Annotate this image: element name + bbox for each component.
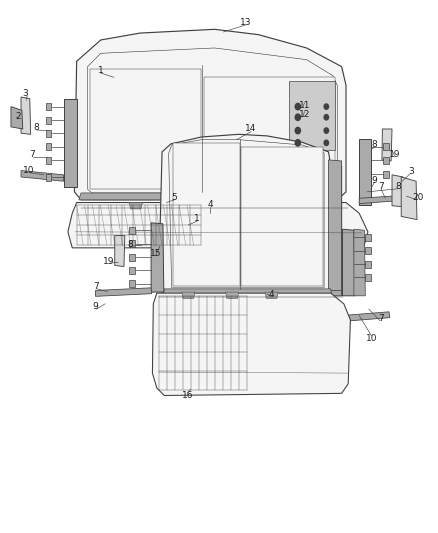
- Polygon shape: [115, 236, 125, 266]
- Polygon shape: [163, 289, 332, 296]
- Polygon shape: [359, 195, 417, 204]
- FancyBboxPatch shape: [129, 240, 135, 247]
- Polygon shape: [79, 193, 339, 200]
- Polygon shape: [359, 139, 371, 205]
- Text: 16: 16: [182, 391, 193, 400]
- Polygon shape: [11, 107, 23, 129]
- Circle shape: [324, 115, 328, 120]
- Text: 8: 8: [396, 182, 402, 191]
- Text: 14: 14: [245, 125, 257, 133]
- Polygon shape: [152, 293, 350, 395]
- Text: 9: 9: [371, 176, 378, 184]
- Text: 7: 7: [93, 282, 99, 291]
- Text: 7: 7: [29, 150, 35, 159]
- Polygon shape: [159, 134, 331, 296]
- FancyBboxPatch shape: [365, 247, 371, 254]
- Circle shape: [295, 127, 300, 134]
- FancyBboxPatch shape: [129, 267, 135, 274]
- Text: 12: 12: [299, 110, 310, 119]
- Polygon shape: [64, 99, 77, 187]
- FancyBboxPatch shape: [46, 117, 51, 124]
- Polygon shape: [68, 203, 368, 248]
- Text: 7: 7: [378, 182, 384, 191]
- Polygon shape: [241, 147, 323, 286]
- Text: 13: 13: [240, 18, 251, 27]
- Circle shape: [295, 114, 300, 120]
- Text: 8: 8: [33, 124, 39, 132]
- Polygon shape: [265, 292, 278, 298]
- FancyBboxPatch shape: [365, 261, 371, 268]
- Polygon shape: [289, 81, 335, 150]
- Text: 5: 5: [171, 193, 177, 201]
- Circle shape: [324, 140, 328, 146]
- FancyBboxPatch shape: [46, 157, 51, 164]
- Text: 19: 19: [389, 150, 401, 159]
- Polygon shape: [95, 288, 152, 296]
- Text: 19: 19: [103, 257, 114, 265]
- Polygon shape: [226, 203, 239, 209]
- FancyBboxPatch shape: [46, 143, 51, 150]
- Polygon shape: [331, 165, 342, 296]
- Polygon shape: [182, 292, 195, 298]
- Polygon shape: [401, 177, 417, 220]
- FancyBboxPatch shape: [383, 171, 389, 178]
- Text: 1: 1: [194, 214, 200, 223]
- Polygon shape: [173, 143, 240, 286]
- Text: 11: 11: [299, 101, 310, 110]
- Text: 10: 10: [23, 166, 34, 175]
- FancyBboxPatch shape: [129, 254, 135, 261]
- Circle shape: [295, 103, 300, 110]
- Circle shape: [295, 140, 300, 146]
- Text: 1: 1: [98, 66, 104, 75]
- Circle shape: [324, 104, 328, 109]
- Text: 4: 4: [208, 200, 213, 208]
- Polygon shape: [392, 175, 404, 207]
- Text: 8: 8: [371, 141, 378, 149]
- Text: 2: 2: [16, 112, 21, 120]
- Circle shape: [324, 128, 328, 133]
- Polygon shape: [169, 140, 324, 288]
- Text: 7: 7: [378, 314, 384, 323]
- FancyBboxPatch shape: [46, 174, 51, 181]
- Polygon shape: [21, 97, 31, 134]
- Text: 8: 8: [127, 240, 134, 248]
- Polygon shape: [74, 29, 346, 200]
- Text: 3: 3: [408, 167, 414, 176]
- Polygon shape: [177, 203, 191, 209]
- FancyBboxPatch shape: [129, 280, 135, 287]
- FancyBboxPatch shape: [46, 103, 51, 110]
- Polygon shape: [90, 69, 201, 189]
- Text: 20: 20: [413, 193, 424, 201]
- Polygon shape: [354, 229, 365, 296]
- Polygon shape: [328, 160, 342, 290]
- Polygon shape: [21, 171, 64, 181]
- Text: 15: 15: [150, 249, 161, 257]
- Polygon shape: [204, 77, 335, 189]
- Polygon shape: [382, 129, 392, 161]
- FancyBboxPatch shape: [383, 157, 389, 164]
- Text: 10: 10: [366, 334, 377, 343]
- FancyBboxPatch shape: [383, 143, 389, 150]
- FancyBboxPatch shape: [365, 234, 371, 241]
- FancyBboxPatch shape: [46, 130, 51, 137]
- FancyBboxPatch shape: [129, 227, 135, 234]
- Polygon shape: [343, 312, 390, 321]
- Polygon shape: [343, 229, 355, 296]
- Text: 9: 9: [92, 302, 99, 311]
- Polygon shape: [226, 292, 239, 298]
- Polygon shape: [129, 203, 142, 209]
- FancyBboxPatch shape: [365, 274, 371, 281]
- Polygon shape: [88, 48, 337, 193]
- Text: 4: 4: [269, 290, 274, 298]
- Text: 3: 3: [22, 89, 28, 98]
- Polygon shape: [151, 223, 164, 292]
